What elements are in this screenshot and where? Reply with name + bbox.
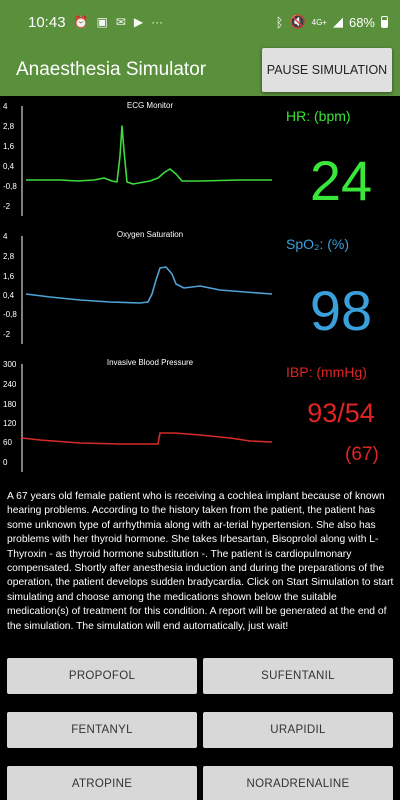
mute-icon: 🔇	[289, 14, 306, 29]
hr-label: HR: (bpm)	[286, 108, 351, 124]
app-bar: Anaesthesia Simulator PAUSE SIMULATION	[0, 44, 400, 96]
spo2-tick: 2,8	[3, 252, 15, 261]
signal-icon: ◢	[332, 14, 343, 29]
spo2-tick: 4	[3, 232, 8, 241]
ibp-value: 93/54	[307, 398, 375, 428]
spo2-plot	[21, 236, 273, 344]
ibp-chart: Invasive Blood Pressure 300 240 180 120 …	[0, 352, 280, 480]
ibp-mean-value: (67)	[345, 444, 379, 465]
hr-value: 24	[309, 149, 373, 212]
alarm-icon: ⏰	[73, 15, 89, 29]
spo2-waveform	[25, 266, 273, 304]
ibp-waveform	[21, 432, 273, 445]
status-bar-right: ᛒ 🔇 4G+ ◢ 68%	[276, 14, 388, 30]
image-icon: ▣	[96, 15, 108, 29]
ecg-chart: ECG Monitor 4 2,8 1,6 0,4 -0,8 -2	[0, 96, 280, 224]
pause-simulation-button[interactable]: PAUSE SIMULATION	[262, 48, 392, 92]
app-title: Anaesthesia Simulator	[16, 59, 207, 80]
ibp-tick: 120	[3, 419, 17, 428]
battery-icon	[381, 16, 388, 28]
spo2-chart: Oxygen Saturation 4 2,8 1,6 0,4 -0,8 -2	[0, 224, 280, 352]
play-store-icon: ▶	[133, 15, 144, 29]
urapidil-button[interactable]: URAPIDIL	[203, 712, 393, 748]
ecg-chart-title: ECG Monitor	[126, 101, 174, 110]
fentanyl-button[interactable]: FENTANYL	[7, 712, 197, 748]
spo2-chart-title: Oxygen Saturation	[116, 230, 184, 239]
monitor-panel: ECG Monitor 4 2,8 1,6 0,4 -0,8 -2 Oxygen…	[0, 96, 400, 480]
ibp-tick: 300	[3, 360, 17, 369]
spo2-tick: 1,6	[3, 272, 15, 281]
battery-percent: 68%	[348, 14, 375, 30]
ecg-tick: 0,4	[3, 162, 15, 171]
ecg-plot	[21, 106, 272, 216]
spo2-tick: 0,4	[3, 291, 15, 300]
ibp-tick: 0	[3, 458, 8, 467]
ibp-chart-title: Invasive Blood Pressure	[106, 358, 194, 367]
sufentanil-button[interactable]: SUFENTANIL	[203, 658, 393, 694]
spo2-tick: -2	[3, 330, 11, 339]
bluetooth-icon: ᛒ	[275, 14, 284, 30]
propofol-button[interactable]: PROPOFOL	[7, 658, 197, 694]
ecg-tick: 4	[3, 102, 8, 111]
ibp-tick: 180	[3, 400, 17, 409]
atropine-button[interactable]: ATROPINE	[7, 766, 197, 800]
more-dots-icon: ···	[151, 15, 164, 29]
spo2-tick: -0,8	[3, 310, 17, 319]
mail-icon: ✉	[115, 15, 126, 29]
spo2-value: 98	[309, 279, 373, 342]
wifi-icon: 4G+	[311, 17, 327, 27]
status-bar-left: 10:43 ⏰ ▣ ✉ ▶ ···	[28, 14, 163, 31]
ecg-tick: -2	[3, 202, 11, 211]
spo2-label: SpO₂: (%)	[286, 236, 349, 252]
status-time: 10:43	[28, 13, 66, 31]
ibp-tick: 240	[3, 380, 17, 389]
ibp-label: IBP: (mmHg)	[286, 364, 367, 380]
ibp-tick: 60	[3, 438, 12, 447]
status-bar: 10:43 ⏰ ▣ ✉ ▶ ··· ᛒ 🔇 4G+ ◢ 68%	[0, 0, 400, 44]
ecg-tick: 1,6	[3, 142, 15, 151]
ibp-plot	[21, 364, 273, 472]
noradrenaline-button[interactable]: NORADRENALINE	[203, 766, 393, 800]
case-description: A 67 years old female patient who is rec…	[7, 491, 394, 632]
ecg-waveform	[26, 125, 272, 185]
ecg-tick: -0,8	[3, 182, 17, 191]
ecg-tick: 2,8	[3, 122, 15, 131]
